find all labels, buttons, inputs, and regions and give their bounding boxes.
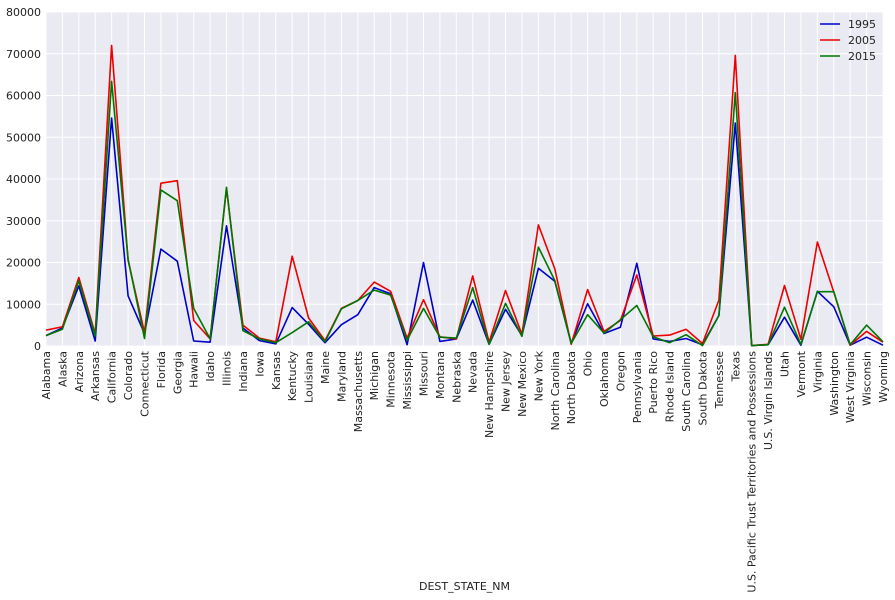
x-tick-label: Mississippi — [401, 351, 414, 410]
x-tick-label: South Carolina — [680, 351, 693, 432]
x-tick-label: Minnesota — [385, 351, 398, 408]
x-tick-label: Wyoming — [877, 351, 890, 403]
legend: 1995 2005 2015 — [820, 18, 876, 63]
x-tick-label: Maine — [319, 351, 332, 384]
x-tick-label: New Jersey — [500, 351, 513, 413]
y-tick-label: 10000 — [6, 298, 41, 311]
x-tick-label: Washington — [828, 351, 841, 416]
x-tick-label: Kentucky — [286, 351, 299, 402]
y-tick-label: 50000 — [6, 131, 41, 144]
x-tick-label: Texas — [729, 351, 742, 383]
x-tick-label: U.S. Pacific Trust Territories and Posse… — [746, 351, 759, 593]
x-tick-label: Virginia — [811, 351, 824, 392]
series-line-2015 — [45, 80, 884, 347]
x-tick-label: Michigan — [368, 351, 381, 400]
x-tick-label: Oregon — [614, 351, 627, 391]
x-tick-label: Kansas — [270, 351, 283, 390]
y-tick-label: 40000 — [6, 173, 41, 186]
y-tick-label: 20000 — [6, 257, 41, 270]
x-tick-label: Vermont — [795, 350, 808, 397]
x-tick-labels: Alabama Alaska Arizona Arkansas California Co… — [40, 350, 890, 592]
x-tick-label: Wisconsin — [861, 351, 874, 406]
x-tick-label: Idaho — [204, 351, 217, 382]
x-tick-label: Arizona — [73, 351, 86, 392]
x-tick-label: California — [106, 351, 119, 403]
x-tick-label: Illinois — [221, 351, 234, 386]
x-tick-label: Nebraska — [450, 351, 463, 403]
x-tick-label: Tennessee — [713, 351, 726, 410]
x-tick-label: Florida — [155, 351, 168, 388]
x-tick-label: South Dakota — [696, 351, 709, 425]
x-tick-label: North Carolina — [549, 351, 562, 431]
series-line-1995 — [45, 117, 884, 347]
y-tick-label: 60000 — [6, 90, 41, 103]
x-tick-label: West Virginia — [844, 351, 857, 423]
x-tick-label: Oklahoma — [598, 351, 611, 407]
x-tick-label: Missouri — [417, 351, 430, 396]
x-tick-label: Indiana — [237, 351, 250, 392]
x-tick-label: Louisiana — [303, 351, 316, 403]
x-tick-label: Utah — [779, 351, 792, 377]
x-tick-label: New York — [532, 350, 545, 401]
series-lines — [45, 44, 884, 347]
x-tick-label: Puerto Rico — [647, 351, 660, 414]
x-tick-label: U.S. Virgin Islands — [762, 351, 775, 450]
x-tick-label: Georgia — [171, 351, 184, 394]
legend-label-1995: 1995 — [848, 18, 876, 31]
x-tick-label: Ohio — [582, 351, 595, 377]
x-tick-label: Maryland — [335, 351, 348, 402]
legend-label-2015: 2015 — [848, 50, 876, 63]
y-tick-label: 70000 — [6, 48, 41, 61]
x-axis-label: DEST_STATE_NM — [419, 580, 510, 593]
x-tick-label: Pennsylvania — [631, 351, 644, 423]
x-tick-label: North Dakota — [565, 351, 578, 424]
x-tick-label: Hawaii — [188, 351, 201, 388]
legend-label-2005: 2005 — [848, 34, 876, 47]
x-tick-label: Nevada — [467, 351, 480, 393]
x-tick-label: Connecticut — [138, 350, 151, 417]
x-tick-label: Iowa — [253, 351, 266, 377]
x-tick-label: Rhode Island — [664, 351, 677, 422]
y-tick-label: 0 — [34, 340, 41, 353]
x-tick-label: Arkansas — [89, 351, 102, 401]
y-tick-label: 30000 — [6, 215, 41, 228]
x-tick-label: Massachusetts — [352, 351, 365, 433]
x-tick-label: Alabama — [40, 351, 53, 400]
x-tick-label: New Hampshire — [483, 351, 496, 438]
x-tick-label: Montana — [434, 351, 447, 399]
x-tick-label: Colorado — [122, 351, 135, 400]
x-tick-label: Alaska — [56, 351, 69, 387]
y-tick-labels: 0 10000 20000 30000 40000 50000 60000 70000 8000… — [6, 6, 41, 353]
y-tick-label: 80000 — [6, 6, 41, 19]
x-tick-label: New Mexico — [516, 351, 529, 417]
